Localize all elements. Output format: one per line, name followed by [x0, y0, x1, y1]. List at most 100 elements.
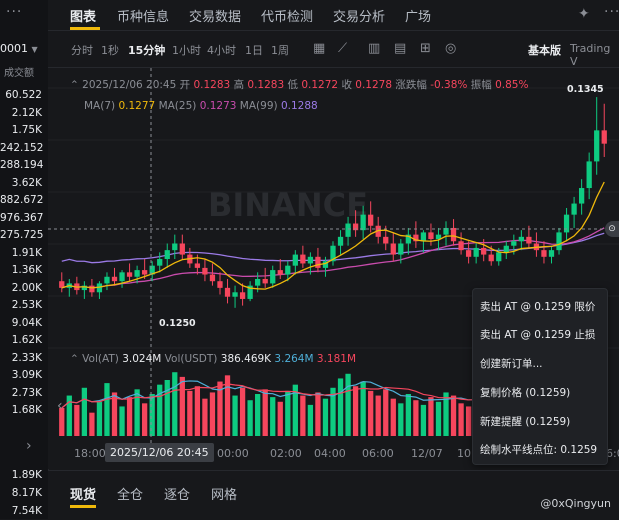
- volume-row[interactable]: 976.367: [0, 211, 44, 224]
- candle-body: [126, 272, 133, 277]
- interval-1s[interactable]: 1秒: [101, 44, 119, 57]
- volume-row[interactable]: 3.09K: [11, 369, 42, 381]
- view-tradingview[interactable]: Trading V: [570, 42, 611, 68]
- tab-chart[interactable]: 图表: [70, 10, 97, 25]
- volume-row[interactable]: 2.12K: [11, 106, 42, 119]
- candle-body: [586, 161, 592, 189]
- menu-new-alert[interactable]: 新建提醒 (0.1259): [480, 416, 571, 428]
- candle-body: [601, 130, 607, 144]
- candle-date: 2025/12/06 20:45: [82, 79, 177, 91]
- volume-row[interactable]: 2.33K: [11, 351, 42, 364]
- volume-row[interactable]: 2.00K: [11, 281, 42, 294]
- volume-bar: [383, 389, 389, 436]
- tab-isolated-margin[interactable]: 逐仓: [164, 488, 191, 503]
- tab-trading-data[interactable]: 交易数据: [189, 10, 242, 25]
- volume-row[interactable]: 242.152: [0, 141, 44, 154]
- candle-body: [541, 250, 547, 257]
- vol-value: 3.024M: [122, 353, 162, 365]
- candle-body: [383, 236, 389, 244]
- interval-1h[interactable]: 1小时: [172, 44, 201, 57]
- ma99-value: 0.1288: [280, 100, 318, 112]
- candle-body: [232, 292, 238, 297]
- grid-icon[interactable]: ⊞: [420, 41, 431, 56]
- interval-1d[interactable]: 1日: [245, 44, 263, 57]
- volume-bar: [217, 381, 223, 436]
- price-line-handle-icon[interactable]: ⊙: [605, 221, 619, 237]
- volume-row[interactable]: 2.73K: [11, 386, 42, 399]
- candle-body: [420, 232, 427, 242]
- volume-bar: [352, 386, 359, 436]
- volume-bar: [337, 378, 344, 436]
- candle-body: [247, 285, 253, 299]
- volume-bar: [66, 395, 72, 436]
- tab-cross-margin[interactable]: 全仓: [117, 488, 144, 503]
- depth-icon[interactable]: ▤: [394, 41, 407, 56]
- author-watermark: @0xQingyun: [540, 497, 611, 510]
- chevron-right-icon[interactable]: ›: [26, 438, 32, 454]
- more-menu-icon[interactable]: ···: [604, 4, 619, 20]
- candle-body: [134, 270, 140, 277]
- calendar-icon[interactable]: ▦: [313, 41, 326, 56]
- candle-body: [164, 250, 170, 260]
- menu-new-order[interactable]: 创建新订单...: [480, 358, 543, 370]
- volume-bar: [164, 380, 170, 436]
- candle-body: [104, 276, 110, 284]
- collapse-icon[interactable]: ⌃: [70, 79, 79, 91]
- volume-bar: [405, 394, 411, 436]
- candle-body: [443, 227, 449, 235]
- candle-body: [59, 281, 65, 288]
- volume-bar: [157, 384, 163, 436]
- tab-trade-analysis[interactable]: 交易分析: [333, 10, 386, 25]
- volume-row[interactable]: 275.725: [0, 229, 44, 241]
- menu-sell-stop[interactable]: 卖出 AT @ 0.1259 止损: [480, 329, 596, 341]
- candle-body: [405, 234, 411, 244]
- volume-row[interactable]: 3.62K: [11, 176, 42, 189]
- collapse-icon[interactable]: ⌃: [70, 353, 79, 365]
- tab-token-check[interactable]: 代币检测: [261, 10, 314, 25]
- volume-bar: [443, 392, 449, 436]
- indicator-chart-icon[interactable]: ⟋: [338, 41, 348, 56]
- volume-row[interactable]: 1.62K: [11, 334, 42, 346]
- brand-watermark: BINANCE: [208, 186, 368, 224]
- tab-token-info[interactable]: 币种信息: [117, 10, 170, 25]
- menu-draw-horizontal-line[interactable]: 绘制水平线点位: 0.1259: [480, 444, 598, 456]
- view-basic[interactable]: 基本版: [528, 44, 561, 57]
- pair-selector[interactable]: 0001 ▼: [0, 42, 38, 55]
- volume-row[interactable]: 1.36K: [11, 264, 42, 276]
- volume-bar: [285, 390, 291, 436]
- tab-spot[interactable]: 现货: [70, 488, 97, 503]
- interval-15m[interactable]: 15分钟: [128, 44, 166, 57]
- ai-sparkle-icon[interactable]: ✦: [578, 6, 590, 22]
- volume-row[interactable]: 8.17K: [11, 487, 42, 499]
- volume-bar: [119, 406, 125, 436]
- high-price-marker: 0.1345: [567, 84, 604, 95]
- caret-down-icon: ▼: [31, 45, 38, 54]
- volume-row[interactable]: 1.75K: [11, 124, 42, 136]
- volume-row[interactable]: 9.04K: [11, 316, 42, 329]
- volume-row[interactable]: 7.54K: [11, 505, 42, 517]
- volume-row[interactable]: 2.53K: [11, 299, 42, 311]
- volume-row[interactable]: 882.672: [0, 194, 44, 206]
- menu-copy-price[interactable]: 复制价格 (0.1259): [480, 387, 571, 399]
- volume-row[interactable]: 1.68K: [11, 404, 42, 416]
- candle-body: [488, 254, 494, 262]
- candle-body: [390, 243, 396, 255]
- volume-row[interactable]: 60.522: [5, 89, 42, 101]
- more-icon[interactable]: ···: [6, 4, 23, 20]
- volume-row[interactable]: 1.91K: [11, 246, 42, 259]
- interval-1w[interactable]: 1周: [271, 44, 289, 57]
- time-axis: 18:00 2025/12/06 20:45 00:00 02:00 04:00…: [48, 443, 619, 469]
- volume-row[interactable]: 1.89K: [11, 469, 42, 481]
- bar-chart-icon[interactable]: ▥: [368, 41, 381, 56]
- candle-body: [571, 203, 577, 215]
- change-label: 涨跌幅: [395, 79, 427, 91]
- tab-square[interactable]: 广场: [405, 10, 432, 25]
- menu-sell-limit[interactable]: 卖出 AT @ 0.1259 限价: [480, 301, 596, 313]
- interval-timeline[interactable]: 分时: [71, 44, 93, 57]
- volume-bar: [368, 390, 374, 436]
- volume-row[interactable]: 288.194: [0, 159, 44, 171]
- settings-icon[interactable]: ◎: [445, 41, 457, 56]
- interval-4h[interactable]: 4小时: [207, 44, 236, 57]
- tab-grid[interactable]: 网格: [211, 488, 238, 503]
- scroll-left-icon[interactable]: ‹: [57, 398, 63, 414]
